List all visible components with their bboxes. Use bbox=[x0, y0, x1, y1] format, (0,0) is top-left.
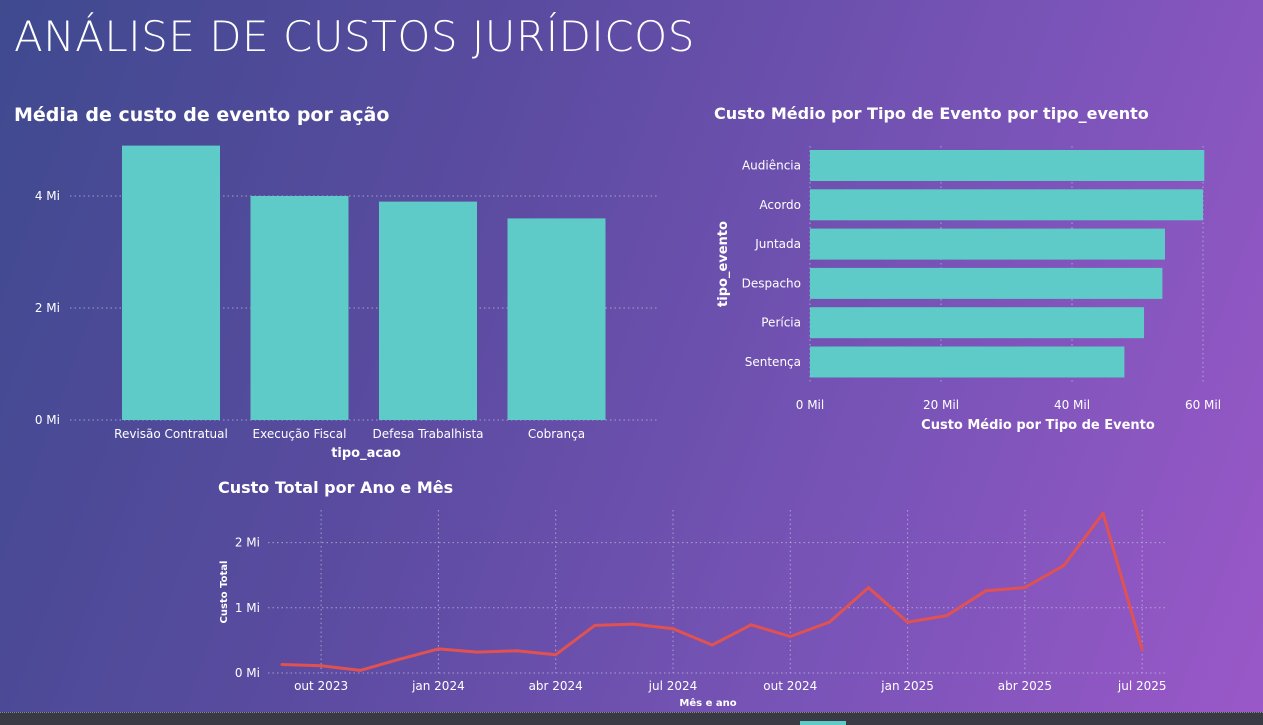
data-point bbox=[672, 627, 675, 630]
x-tick-label: jul 2025 bbox=[1117, 679, 1167, 693]
y-tick-label: 1 Mi bbox=[235, 601, 260, 615]
data-point bbox=[398, 658, 401, 661]
y-tick-label: 2 Mi bbox=[235, 536, 260, 550]
series-line bbox=[282, 513, 1142, 670]
x-tick-label: abr 2025 bbox=[998, 679, 1052, 693]
data-point bbox=[515, 649, 518, 652]
data-point bbox=[320, 664, 323, 667]
data-point bbox=[1141, 648, 1144, 651]
data-point bbox=[1102, 512, 1105, 515]
data-point bbox=[945, 614, 948, 617]
data-point bbox=[1023, 586, 1026, 589]
data-point bbox=[476, 651, 479, 654]
data-point bbox=[632, 623, 635, 626]
data-point bbox=[359, 669, 362, 672]
x-tick-label: abr 2024 bbox=[529, 679, 583, 693]
x-tick-label: jul 2024 bbox=[648, 679, 698, 693]
data-point bbox=[906, 621, 909, 624]
x-tick-label: jan 2025 bbox=[880, 679, 934, 693]
data-point bbox=[554, 653, 557, 656]
x-tick-label: out 2023 bbox=[294, 679, 348, 693]
data-point bbox=[593, 624, 596, 627]
y-tick-label: 0 Mi bbox=[235, 666, 260, 680]
data-point bbox=[789, 635, 792, 638]
x-axis-label: Mês e ano bbox=[679, 697, 736, 709]
data-point bbox=[711, 643, 714, 646]
y-axis-label: Custo Total bbox=[219, 561, 230, 624]
data-point bbox=[1063, 564, 1066, 567]
data-point bbox=[281, 663, 284, 666]
x-tick-label: out 2024 bbox=[763, 679, 817, 693]
x-tick-label: jan 2024 bbox=[411, 679, 465, 693]
page-tab-indicator[interactable] bbox=[800, 721, 846, 725]
data-point bbox=[984, 589, 987, 592]
divider bbox=[0, 712, 1263, 714]
data-point bbox=[750, 623, 753, 626]
data-point bbox=[828, 621, 831, 624]
data-point bbox=[437, 647, 440, 650]
data-point bbox=[867, 586, 870, 589]
